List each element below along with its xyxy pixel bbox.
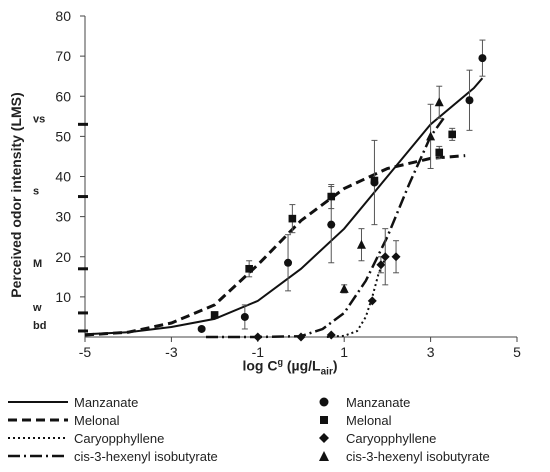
data-point [367, 296, 377, 306]
y-tick-label: 30 [55, 209, 71, 225]
legend-marker-label: cis-3-hexenyl isobutyrate [346, 448, 490, 464]
legend-line-swatch [8, 437, 68, 439]
y-axis-title: Perceived odor intensity (LMS) [4, 60, 28, 330]
x-tick-label: -1 [252, 344, 265, 360]
legend-triangle-marker [319, 451, 329, 461]
data-point [339, 283, 349, 293]
data-point [327, 220, 336, 229]
legend-line-label: Melonal [74, 412, 120, 428]
legend-marker-label: Melonal [346, 412, 392, 428]
y-tick-label: 60 [55, 88, 71, 104]
legend-marker-label: Caryopphyllene [346, 430, 437, 446]
legend-marker-entry: cis-3-hexenyl isobutyrate [318, 447, 490, 465]
legend-line-entry: Caryopphyllene [8, 429, 164, 447]
legend-line-swatch [8, 418, 68, 422]
legend-line-entry: Manzanate [8, 393, 138, 411]
lms-label: s [33, 186, 39, 198]
y-tick-label: 70 [55, 48, 71, 64]
legend-circle-marker [319, 397, 329, 407]
x-axis-title-mid: (µg/L [282, 357, 321, 374]
y-tick-label: 20 [55, 249, 71, 265]
legend-line-swatch [8, 454, 68, 458]
legend: Manzanate Melonal Caryopphyllene cis-3-h… [0, 390, 550, 472]
x-axis-title-end: ) [332, 357, 338, 374]
y-tick-label: 10 [55, 289, 71, 305]
y-axis-title-text: Perceived odor intensity (LMS) [8, 92, 24, 298]
lms-label: bd [33, 320, 46, 332]
data-point [197, 324, 206, 333]
legend-diamond-marker [319, 433, 329, 443]
x-axis-title-sub: air [320, 366, 333, 378]
legend-marker-label: Manzanate [346, 394, 411, 410]
data-point [465, 96, 474, 105]
legend-line-label: cis-3-hexenyl isobutyrate [74, 448, 218, 464]
x-tick-label: 5 [513, 344, 521, 360]
data-point [284, 258, 293, 267]
x-tick-label: -5 [79, 344, 92, 360]
data-point [253, 332, 263, 342]
legend-marker-entry: Manzanate [318, 393, 410, 411]
data-point [327, 192, 336, 201]
y-tick-label: 50 [55, 128, 71, 144]
y-tick-label: 80 [55, 8, 71, 24]
x-tick-label: 1 [340, 344, 348, 360]
legend-marker-entry: Melonal [318, 411, 392, 429]
data-point [376, 260, 386, 270]
plot-area: 10 20 30 40 50 60 70 80 -5 -3 -1 1 3 5 bd w Ms vs [32, 8, 521, 360]
legend-line-swatch [8, 401, 68, 403]
data-point [478, 54, 487, 63]
fit-curve [84, 77, 484, 336]
fit-curve [206, 117, 445, 339]
lms-label: M [33, 258, 42, 270]
x-tick-label: 3 [427, 344, 435, 360]
lms-label: vs [33, 113, 45, 125]
data-point [426, 131, 436, 141]
data-point [245, 264, 253, 273]
fit-curve [326, 258, 387, 338]
legend-line-entry: cis-3-hexenyl isobutyrate [8, 447, 218, 465]
data-point [288, 214, 297, 223]
y-tick-label: 40 [55, 169, 71, 185]
data-point [240, 312, 249, 321]
data-point [370, 176, 379, 185]
data-point [380, 252, 390, 262]
legend-line-entry: Melonal [8, 411, 120, 429]
data-point [210, 311, 219, 319]
lms-label: w [32, 302, 42, 314]
x-tick-label: -3 [165, 344, 178, 360]
legend-marker-entry: Caryopphyllene [318, 429, 436, 447]
legend-square-marker [320, 416, 328, 424]
legend-line-label: Caryopphyllene [74, 430, 165, 446]
x-axis-title-main: log C [242, 357, 278, 374]
data-point [448, 130, 456, 139]
legend-line-label: Manzanate [74, 394, 139, 410]
data-point [434, 97, 444, 107]
data-point [326, 330, 336, 340]
x-axis-title: log Cg (µg/Lair) [200, 357, 380, 377]
data-point [391, 252, 401, 262]
x-axis-title-sup: g [277, 357, 283, 367]
data-point [435, 148, 444, 157]
data-point [356, 239, 366, 249]
data-point [296, 332, 306, 342]
fit-curve [84, 154, 466, 337]
